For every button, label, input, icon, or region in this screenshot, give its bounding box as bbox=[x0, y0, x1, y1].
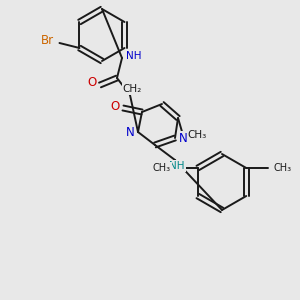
Text: NH: NH bbox=[169, 161, 185, 171]
Text: N: N bbox=[126, 125, 134, 139]
Text: CH₂: CH₂ bbox=[122, 84, 142, 94]
Text: CH₃: CH₃ bbox=[153, 163, 171, 173]
Text: Br: Br bbox=[41, 34, 54, 47]
Text: CH₃: CH₃ bbox=[188, 130, 207, 140]
Text: O: O bbox=[87, 76, 97, 89]
Text: CH₃: CH₃ bbox=[273, 163, 291, 173]
Text: NH: NH bbox=[126, 51, 142, 61]
Text: N: N bbox=[178, 131, 188, 145]
Text: O: O bbox=[110, 100, 120, 112]
